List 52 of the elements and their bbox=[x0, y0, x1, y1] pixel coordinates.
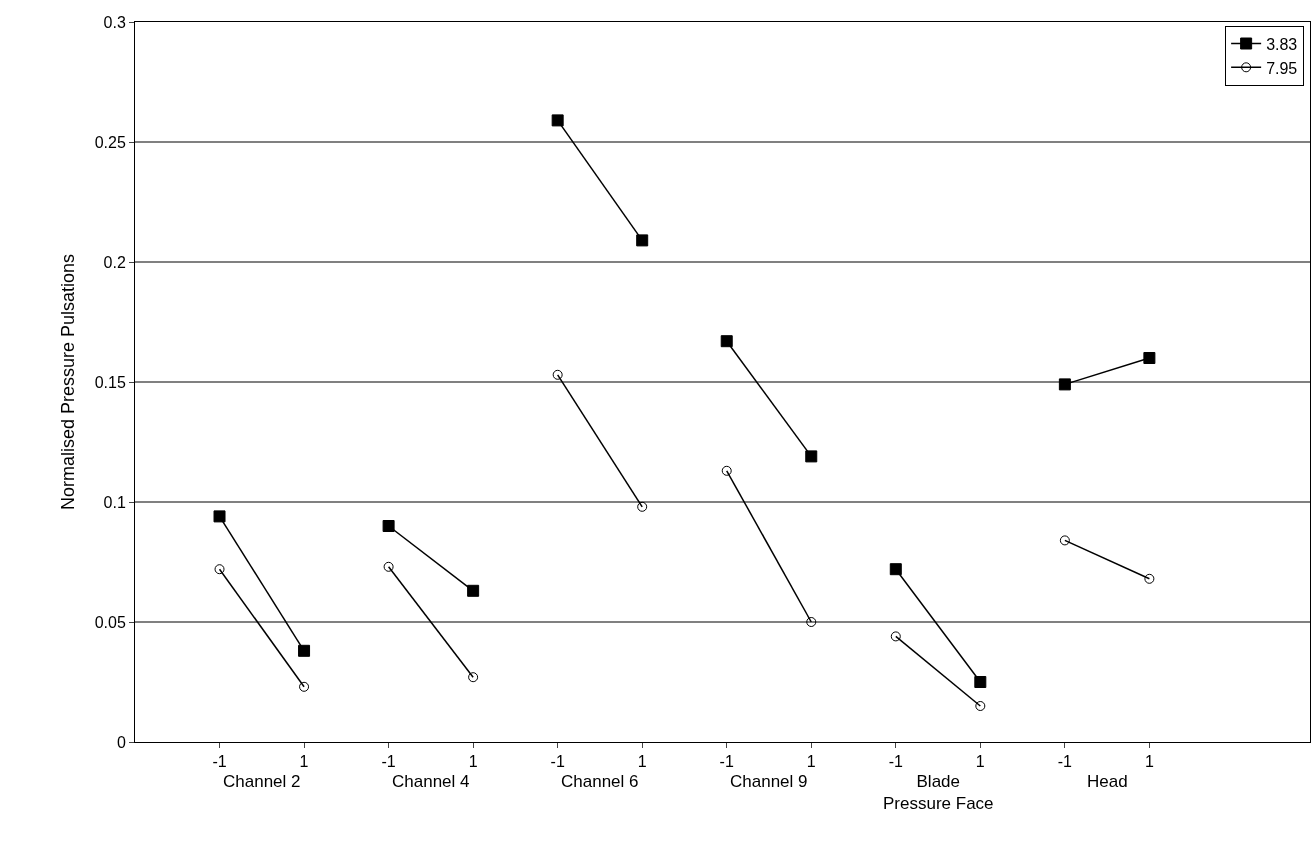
x-tick-label: 1 bbox=[975, 753, 985, 771]
point bbox=[806, 617, 817, 627]
y-tick-label: 0.1 bbox=[103, 493, 126, 511]
text: Head bbox=[1087, 772, 1128, 791]
x-tick-label: -1 bbox=[1057, 753, 1073, 771]
point bbox=[214, 564, 225, 575]
point bbox=[467, 584, 480, 597]
point bbox=[636, 234, 649, 247]
x-tick-label: 1 bbox=[468, 753, 478, 771]
point bbox=[1059, 535, 1070, 546]
text: Channel 6 bbox=[561, 772, 639, 791]
point bbox=[720, 335, 733, 348]
text: Channel 2 bbox=[223, 772, 301, 791]
point bbox=[213, 510, 226, 523]
point bbox=[975, 701, 986, 711]
x-tick-label: 1 bbox=[637, 753, 647, 771]
legend-label: 3.83 bbox=[1266, 35, 1298, 53]
y-tick-label: 0.05 bbox=[94, 613, 126, 631]
text: Blade Pressure Face bbox=[883, 772, 994, 814]
point bbox=[637, 501, 648, 512]
text: Channel 4 bbox=[392, 772, 470, 791]
point bbox=[468, 672, 479, 683]
legend-label: 7.95 bbox=[1266, 59, 1298, 77]
y-tick-label: 0 bbox=[116, 733, 126, 751]
y-tick-label: 0.3 bbox=[103, 13, 126, 31]
point bbox=[552, 369, 563, 380]
x-tick-label: -1 bbox=[719, 753, 734, 771]
point bbox=[1144, 573, 1155, 584]
x-tick-label: 1 bbox=[299, 753, 309, 771]
x-tick-label: 1 bbox=[806, 753, 816, 771]
point bbox=[1143, 352, 1156, 364]
point bbox=[805, 450, 818, 463]
y-tick-label: 0.15 bbox=[94, 373, 126, 391]
point bbox=[1058, 378, 1071, 391]
y-tick-label: 0.25 bbox=[94, 133, 126, 151]
point bbox=[383, 561, 394, 572]
y-tick-label: 0.2 bbox=[103, 253, 126, 271]
x-tick-label: -1 bbox=[381, 753, 396, 771]
point bbox=[299, 681, 310, 692]
x-tick-label: -1 bbox=[550, 753, 565, 771]
point bbox=[721, 465, 732, 476]
point bbox=[890, 631, 901, 642]
point bbox=[974, 676, 987, 688]
x-tick-label: -1 bbox=[212, 753, 227, 771]
point bbox=[551, 114, 564, 127]
point bbox=[889, 563, 902, 576]
x-tick-label: 1 bbox=[1144, 753, 1154, 771]
x-tick-label: -1 bbox=[888, 753, 903, 771]
point bbox=[382, 520, 395, 532]
y-axis-title: Normalised Pressure Pulsations bbox=[57, 253, 78, 511]
point bbox=[298, 644, 311, 657]
text: Channel 9 bbox=[730, 772, 808, 791]
